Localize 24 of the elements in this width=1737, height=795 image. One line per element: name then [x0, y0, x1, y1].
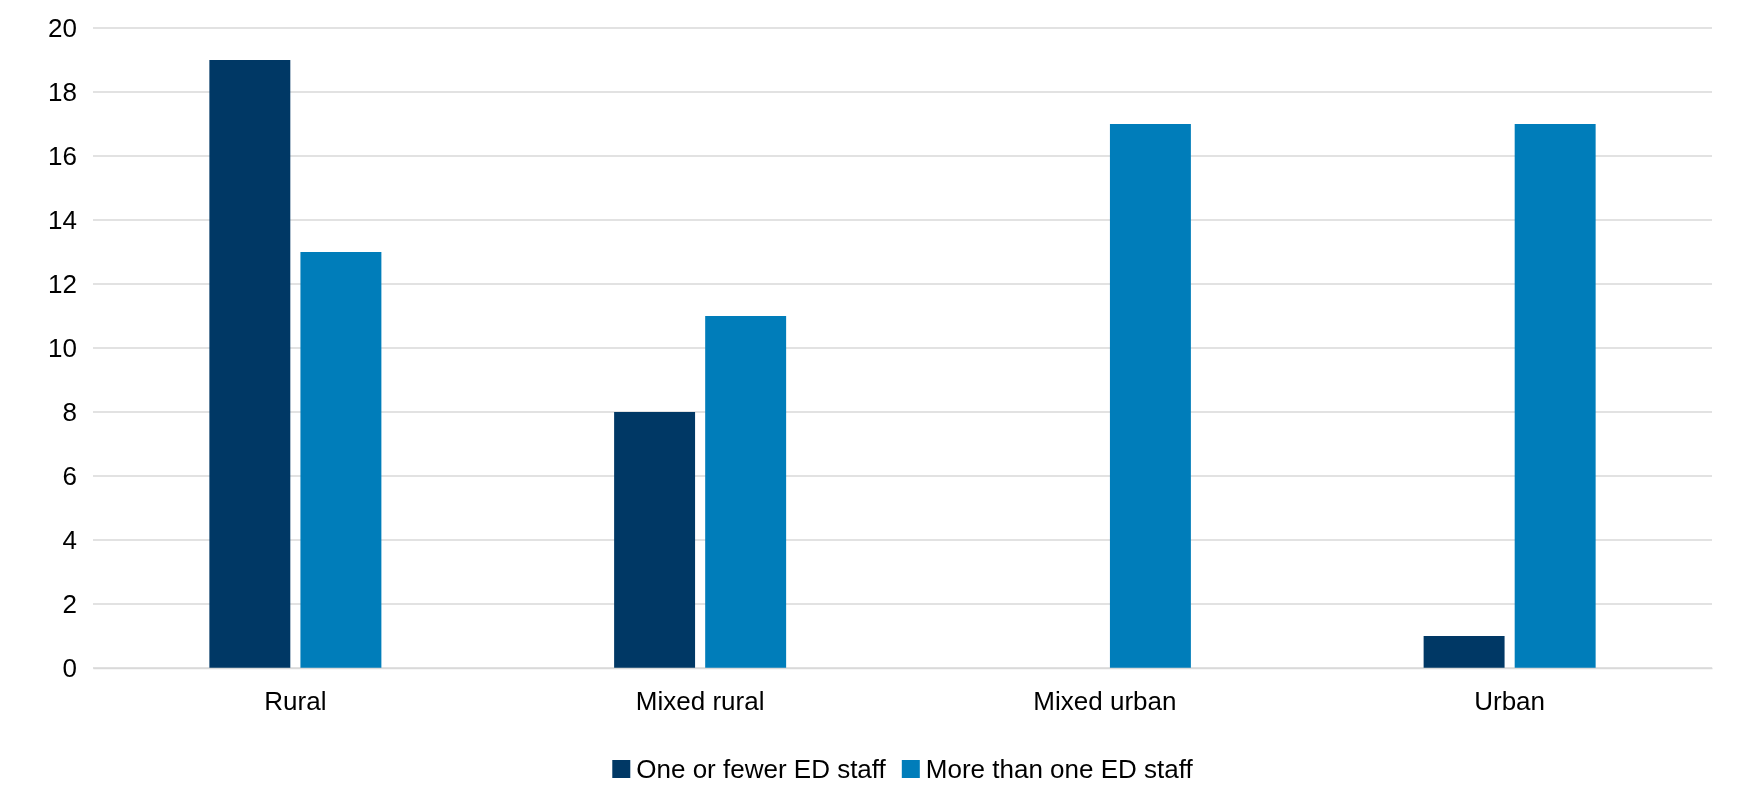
- y-tick-label: 20: [48, 12, 77, 43]
- y-tick-label: 10: [48, 332, 77, 363]
- bar: [1514, 124, 1596, 668]
- y-tick-label: 14: [48, 204, 77, 235]
- bar: [705, 316, 787, 668]
- x-tick-label: Mixed urban: [1033, 686, 1177, 717]
- bar: [209, 60, 291, 668]
- legend-label: More than one ED staff: [925, 754, 1194, 784]
- x-tick-label: Mixed rural: [635, 686, 765, 717]
- y-tick-label: 8: [62, 396, 77, 427]
- bar: [1423, 636, 1505, 668]
- y-tick-label: 18: [48, 76, 77, 107]
- y-tick-label: 2: [62, 588, 77, 619]
- legend-label: One or fewer ED staff: [636, 754, 887, 784]
- bar: [614, 412, 696, 668]
- y-tick-label: 6: [62, 460, 77, 491]
- y-tick-label: 12: [48, 268, 77, 299]
- y-tick-label: 0: [62, 652, 77, 683]
- y-tick-label: 4: [62, 524, 77, 555]
- bar: [300, 252, 382, 668]
- y-tick-label: 16: [48, 140, 77, 171]
- bar: [1109, 124, 1191, 668]
- x-tick-label: Urban: [1474, 686, 1546, 717]
- x-tick-label: Rural: [264, 686, 327, 717]
